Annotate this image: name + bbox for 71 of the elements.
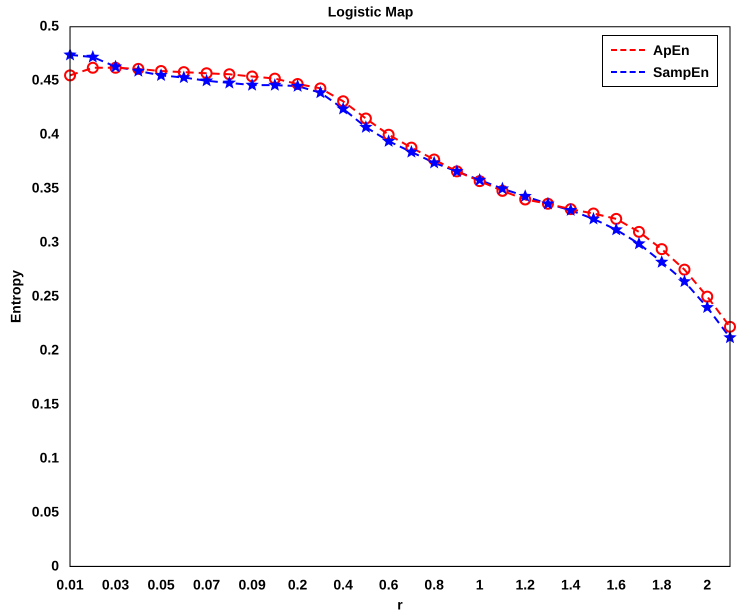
x-tick-label: 0.4 [333,576,354,593]
point [200,74,214,86]
x-tick-label: 0.07 [192,576,220,593]
point [337,95,350,108]
x-tick-label: 0.8 [424,576,444,593]
point [86,62,99,74]
point [360,112,372,125]
point [519,193,532,206]
point [268,78,282,91]
x-tick-label: 1.2 [515,576,536,593]
point [610,222,623,236]
point [496,184,508,197]
point [223,68,236,80]
x-tick-label: 1 [476,576,484,593]
y-tick-label: 0.1 [40,449,60,466]
point [428,154,440,166]
legend-label: ApEn [653,42,690,58]
point [155,65,168,78]
point [632,226,645,238]
point [701,290,714,303]
point [428,156,441,168]
y-axis-title: Entropy [7,270,24,324]
x-tick-label: 1.8 [652,576,672,593]
x-tick-label: 1.4 [560,576,581,593]
y-tick-label: 0.45 [32,72,60,88]
point [724,320,736,333]
point [64,69,76,82]
x-tick-label: 0.09 [238,576,266,593]
point [336,102,350,114]
x-tick-label: 0.6 [378,576,399,593]
point [245,78,259,91]
y-tick-label: 0.05 [32,503,60,520]
y-tick-label: 0.2 [40,341,60,358]
y-tick-label: 0 [51,557,60,574]
point [200,67,213,80]
legend-label: SampEn [653,64,710,80]
point [655,255,668,268]
point [86,50,100,63]
point [632,236,646,250]
chart-title: Logistic Map [328,3,414,20]
point [700,300,714,314]
point [314,86,328,98]
point [656,243,668,256]
y-tick-label: 0.15 [32,395,60,412]
x-tick-label: 0.05 [147,576,175,593]
point [405,142,418,154]
point [404,144,418,158]
x-tick-label: 0.2 [288,576,308,593]
x-tick-label: 0.01 [56,576,84,593]
point [610,212,622,225]
point [222,76,236,89]
point [496,182,510,194]
x-tick-label: 0.03 [102,576,130,593]
point [246,70,258,82]
y-tick-label: 0.5 [40,18,60,34]
point [177,70,190,84]
x-axis-title: r [397,596,404,612]
y-tick-label: 0.35 [32,180,60,196]
point [314,82,326,94]
point [678,274,692,288]
point [586,212,600,225]
x-tick-label: 1.6 [606,576,626,593]
point [678,264,690,276]
point [154,68,168,82]
y-tick-label: 0.4 [40,126,60,142]
point [382,134,396,147]
point [518,189,532,202]
point [359,120,373,133]
x-tick-label: 2 [703,576,712,593]
y-tick-label: 0.25 [32,287,60,304]
y-tick-label: 0.3 [40,234,60,250]
